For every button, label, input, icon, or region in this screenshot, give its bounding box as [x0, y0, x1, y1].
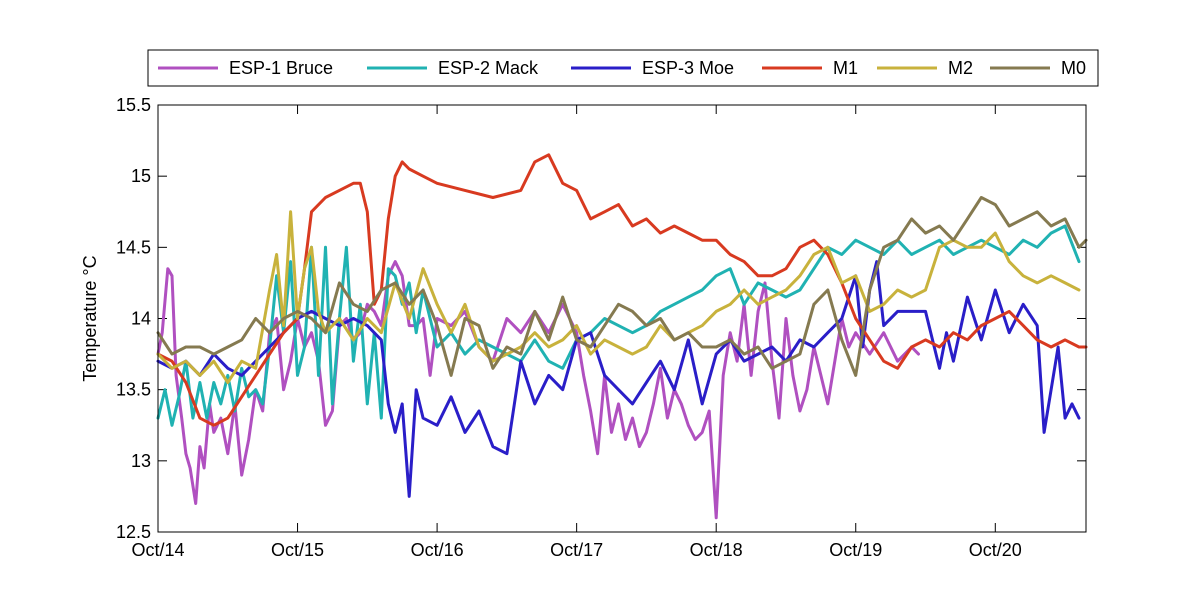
legend-label: M2 — [948, 58, 973, 78]
series-line-esp-3-moe — [156, 260, 1081, 498]
legend-label: M0 — [1061, 58, 1086, 78]
y-tick-label: 13 — [131, 451, 151, 471]
y-tick-label: 15 — [131, 166, 151, 186]
y-tick-label: 13.5 — [116, 380, 151, 400]
x-tick-label: Oct/15 — [271, 540, 324, 560]
series-line-m0 — [156, 196, 1088, 377]
plot-area — [156, 153, 1088, 520]
plot-frame — [157, 104, 1087, 533]
x-tick-label: Oct/18 — [690, 540, 743, 560]
legend-label: ESP-1 Bruce — [229, 58, 333, 78]
x-tick-label: Oct/17 — [550, 540, 603, 560]
series-line-esp-1-bruce — [156, 260, 920, 520]
y-tick-label: 14 — [131, 309, 151, 329]
series-line-m2 — [156, 210, 1081, 384]
x-tick-label: Oct/16 — [411, 540, 464, 560]
y-tick-label: 12.5 — [116, 522, 151, 542]
y-axis-label: Temperature °C — [80, 255, 100, 381]
legend-label: M1 — [833, 58, 858, 78]
legend-label: ESP-2 Mack — [438, 58, 539, 78]
x-tick-label: Oct/19 — [829, 540, 882, 560]
series-line-m1 — [156, 153, 1088, 427]
x-tick-label: Oct/14 — [131, 540, 184, 560]
y-tick-label: 15.5 — [116, 95, 151, 115]
x-tick-label: Oct/20 — [969, 540, 1022, 560]
tick-labels: Oct/14 Oct/15 Oct/16 Oct/17 Oct/18 Oct/19 Oct/… — [116, 95, 1022, 560]
y-tick-label: 14.5 — [116, 237, 151, 257]
legend-label: ESP-3 Moe — [642, 58, 734, 78]
legend: ESP-1 Bruce ESP-2 Mack ESP-3 Moe M1 M2 M0 — [147, 49, 1099, 87]
